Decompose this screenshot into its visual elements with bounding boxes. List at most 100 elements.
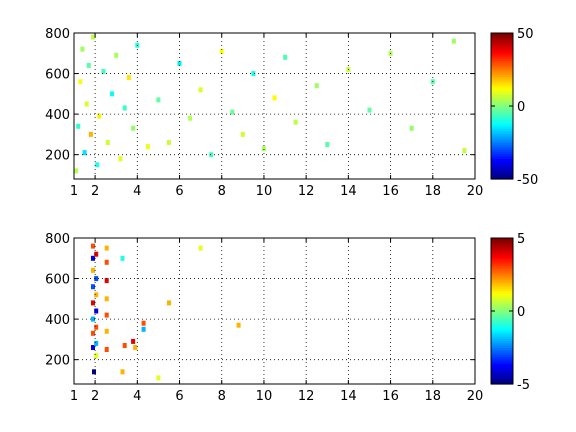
colorbar-segment (491, 83, 513, 87)
colorbar-segment (491, 176, 513, 180)
x-tick-label: 18 (425, 389, 442, 404)
colorbar-segment (491, 94, 513, 98)
colorbar-segment (491, 253, 513, 257)
colorbar-segment (491, 338, 513, 342)
axes-frame (73, 237, 476, 385)
colorbar-segment (491, 345, 513, 349)
heatmap-cell (91, 345, 95, 350)
colorbar-segment (491, 308, 513, 312)
heatmap-cell (91, 330, 95, 336)
heatmap-cell (91, 255, 95, 261)
colorbar-segment (491, 44, 513, 48)
colorbar-segment (491, 48, 513, 52)
colorbar-segment (491, 35, 513, 39)
colorbar-segment (491, 140, 513, 144)
heatmap-cell (120, 369, 125, 375)
heatmap-cell (293, 119, 298, 125)
colorbar-segment (491, 39, 513, 43)
colorbar-segment (491, 160, 513, 164)
colorbar-segment (491, 147, 513, 150)
heatmap-cell (283, 54, 288, 60)
colorbar-segment (491, 349, 513, 353)
heatmap-cell (104, 245, 109, 251)
y-tick-label: 600 (45, 68, 70, 83)
y-tick-label: 800 (45, 27, 70, 42)
heatmap-cell (91, 316, 95, 322)
heatmap-cell (84, 101, 89, 107)
colorbar-segment (491, 276, 513, 280)
colorbar-segment (491, 60, 513, 64)
colorbar-segment (491, 272, 513, 276)
colorbar-segment (491, 347, 513, 351)
heatmap-cell (82, 150, 87, 156)
heatmap-cell (94, 340, 99, 346)
colorbar-segment (491, 71, 513, 75)
colorbar-tick-label: 5 (517, 232, 525, 247)
colorbar-tick-label: 0 (517, 100, 525, 115)
heatmap-cell (133, 345, 138, 350)
colorbar-segment (491, 119, 513, 123)
colorbar-segment (491, 144, 513, 148)
colorbar-segment (491, 251, 513, 255)
colorbar-segment (491, 372, 513, 376)
x-tick-label: 18 (425, 184, 442, 199)
heatmap-cell (94, 308, 99, 314)
heatmap-cell (325, 142, 330, 147)
x-tick-label: 4 (133, 184, 141, 199)
x-tick-label: 8 (218, 184, 226, 199)
heatmap-cell (91, 267, 95, 273)
colorbar-segment (491, 51, 513, 55)
colorbar-segment (491, 263, 513, 266)
heatmap-cell (156, 97, 161, 103)
colorbar-segment (491, 128, 513, 132)
x-tick-label: 10 (256, 184, 273, 199)
heatmap-cell (86, 62, 91, 68)
heatmap-cell (104, 259, 109, 265)
colorbar-segment (491, 90, 513, 93)
heatmap-cell (80, 46, 85, 52)
x-tick-label: 20 (467, 389, 484, 404)
heatmap-cell (198, 245, 203, 251)
heatmap-cell (409, 125, 414, 131)
heatmap-cell (272, 95, 277, 101)
x-tick-label: 2 (91, 389, 99, 404)
colorbar-segment (491, 311, 513, 314)
colorbar-segment (491, 110, 513, 114)
colorbar-segment (491, 320, 513, 324)
x-tick-label: 1 (70, 184, 78, 199)
colorbar-segment (491, 342, 513, 346)
colorbar-segment (491, 165, 513, 169)
colorbar-segment (491, 269, 513, 273)
colorbar-segment (491, 322, 513, 326)
colorbar-segment (491, 313, 513, 317)
heatmap-cell (110, 91, 114, 97)
colorbar-segment (491, 283, 513, 287)
colorbar-segment (491, 106, 513, 109)
x-tick-label: 1 (70, 389, 78, 404)
colorbar-segment (491, 247, 513, 251)
colorbar-segment (491, 379, 513, 383)
x-tick-label: 4 (133, 389, 141, 404)
heatmap-cell (118, 156, 123, 162)
colorbar-segment (491, 370, 513, 374)
heatmap-cell (104, 296, 109, 302)
colorbar-segment (491, 174, 513, 178)
colorbar-segment (491, 172, 513, 176)
heatmap-cell (92, 369, 96, 375)
colorbar-segment (491, 112, 513, 116)
colorbar-segment (491, 85, 513, 89)
y-tick-label: 200 (45, 354, 70, 369)
heatmap-cell (131, 338, 136, 344)
colorbar-segment (491, 96, 513, 100)
heatmap-cell (156, 375, 161, 381)
colorbar-segment (491, 153, 513, 157)
colorbar-segment (491, 87, 513, 91)
heatmap-cell (188, 115, 193, 121)
heatmap-cell (95, 162, 100, 168)
colorbar-segment (491, 133, 513, 137)
colorbar-segment (491, 115, 513, 119)
colorbar-segment (491, 238, 513, 241)
heatmap-cell (177, 60, 182, 66)
colorbar-segment (491, 301, 513, 305)
